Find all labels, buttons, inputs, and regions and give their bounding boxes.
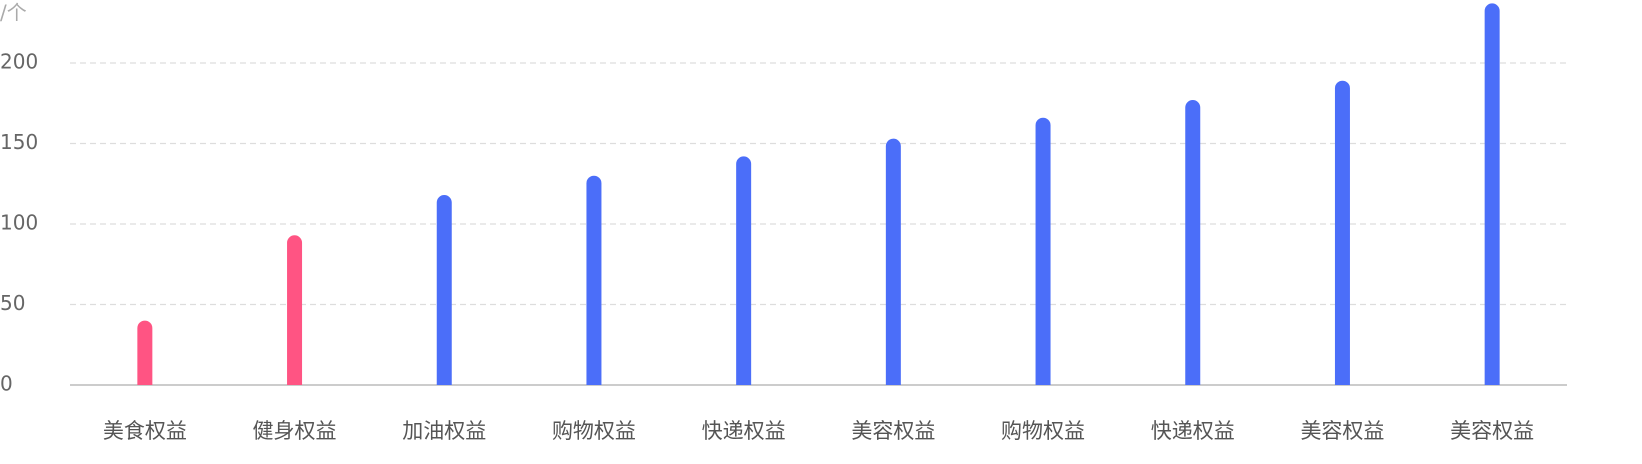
x-tick-label: 快递权益 — [702, 419, 786, 443]
x-tick-label: 购物权益 — [552, 419, 636, 443]
bar — [1484, 3, 1500, 386]
x-tick-label: 快递权益 — [1151, 419, 1235, 443]
bar — [885, 138, 901, 385]
y-tick-label: 100 — [0, 211, 38, 235]
bar — [736, 156, 752, 385]
x-tick-label: 加油权益 — [402, 419, 486, 443]
bar — [586, 175, 602, 385]
x-tick-label: 美食权益 — [103, 419, 187, 443]
bar — [1334, 80, 1350, 386]
y-tick-label: 50 — [0, 291, 25, 315]
x-tick-label: 美容权益 — [1300, 419, 1384, 443]
x-tick-label: 购物权益 — [1001, 419, 1085, 443]
x-tick-label: 美容权益 — [1450, 419, 1534, 443]
unit-label: /个 — [0, 1, 27, 25]
x-tick-label: 美容权益 — [851, 419, 935, 443]
bar — [1185, 100, 1201, 385]
y-tick-label: 0 — [0, 372, 13, 396]
bar — [1035, 117, 1051, 386]
y-tick-label: 150 — [0, 130, 38, 154]
bar — [436, 195, 452, 385]
bar — [287, 235, 303, 385]
y-tick-label: 200 — [0, 50, 38, 74]
x-tick-label: 健身权益 — [253, 419, 337, 443]
bar — [137, 320, 153, 385]
